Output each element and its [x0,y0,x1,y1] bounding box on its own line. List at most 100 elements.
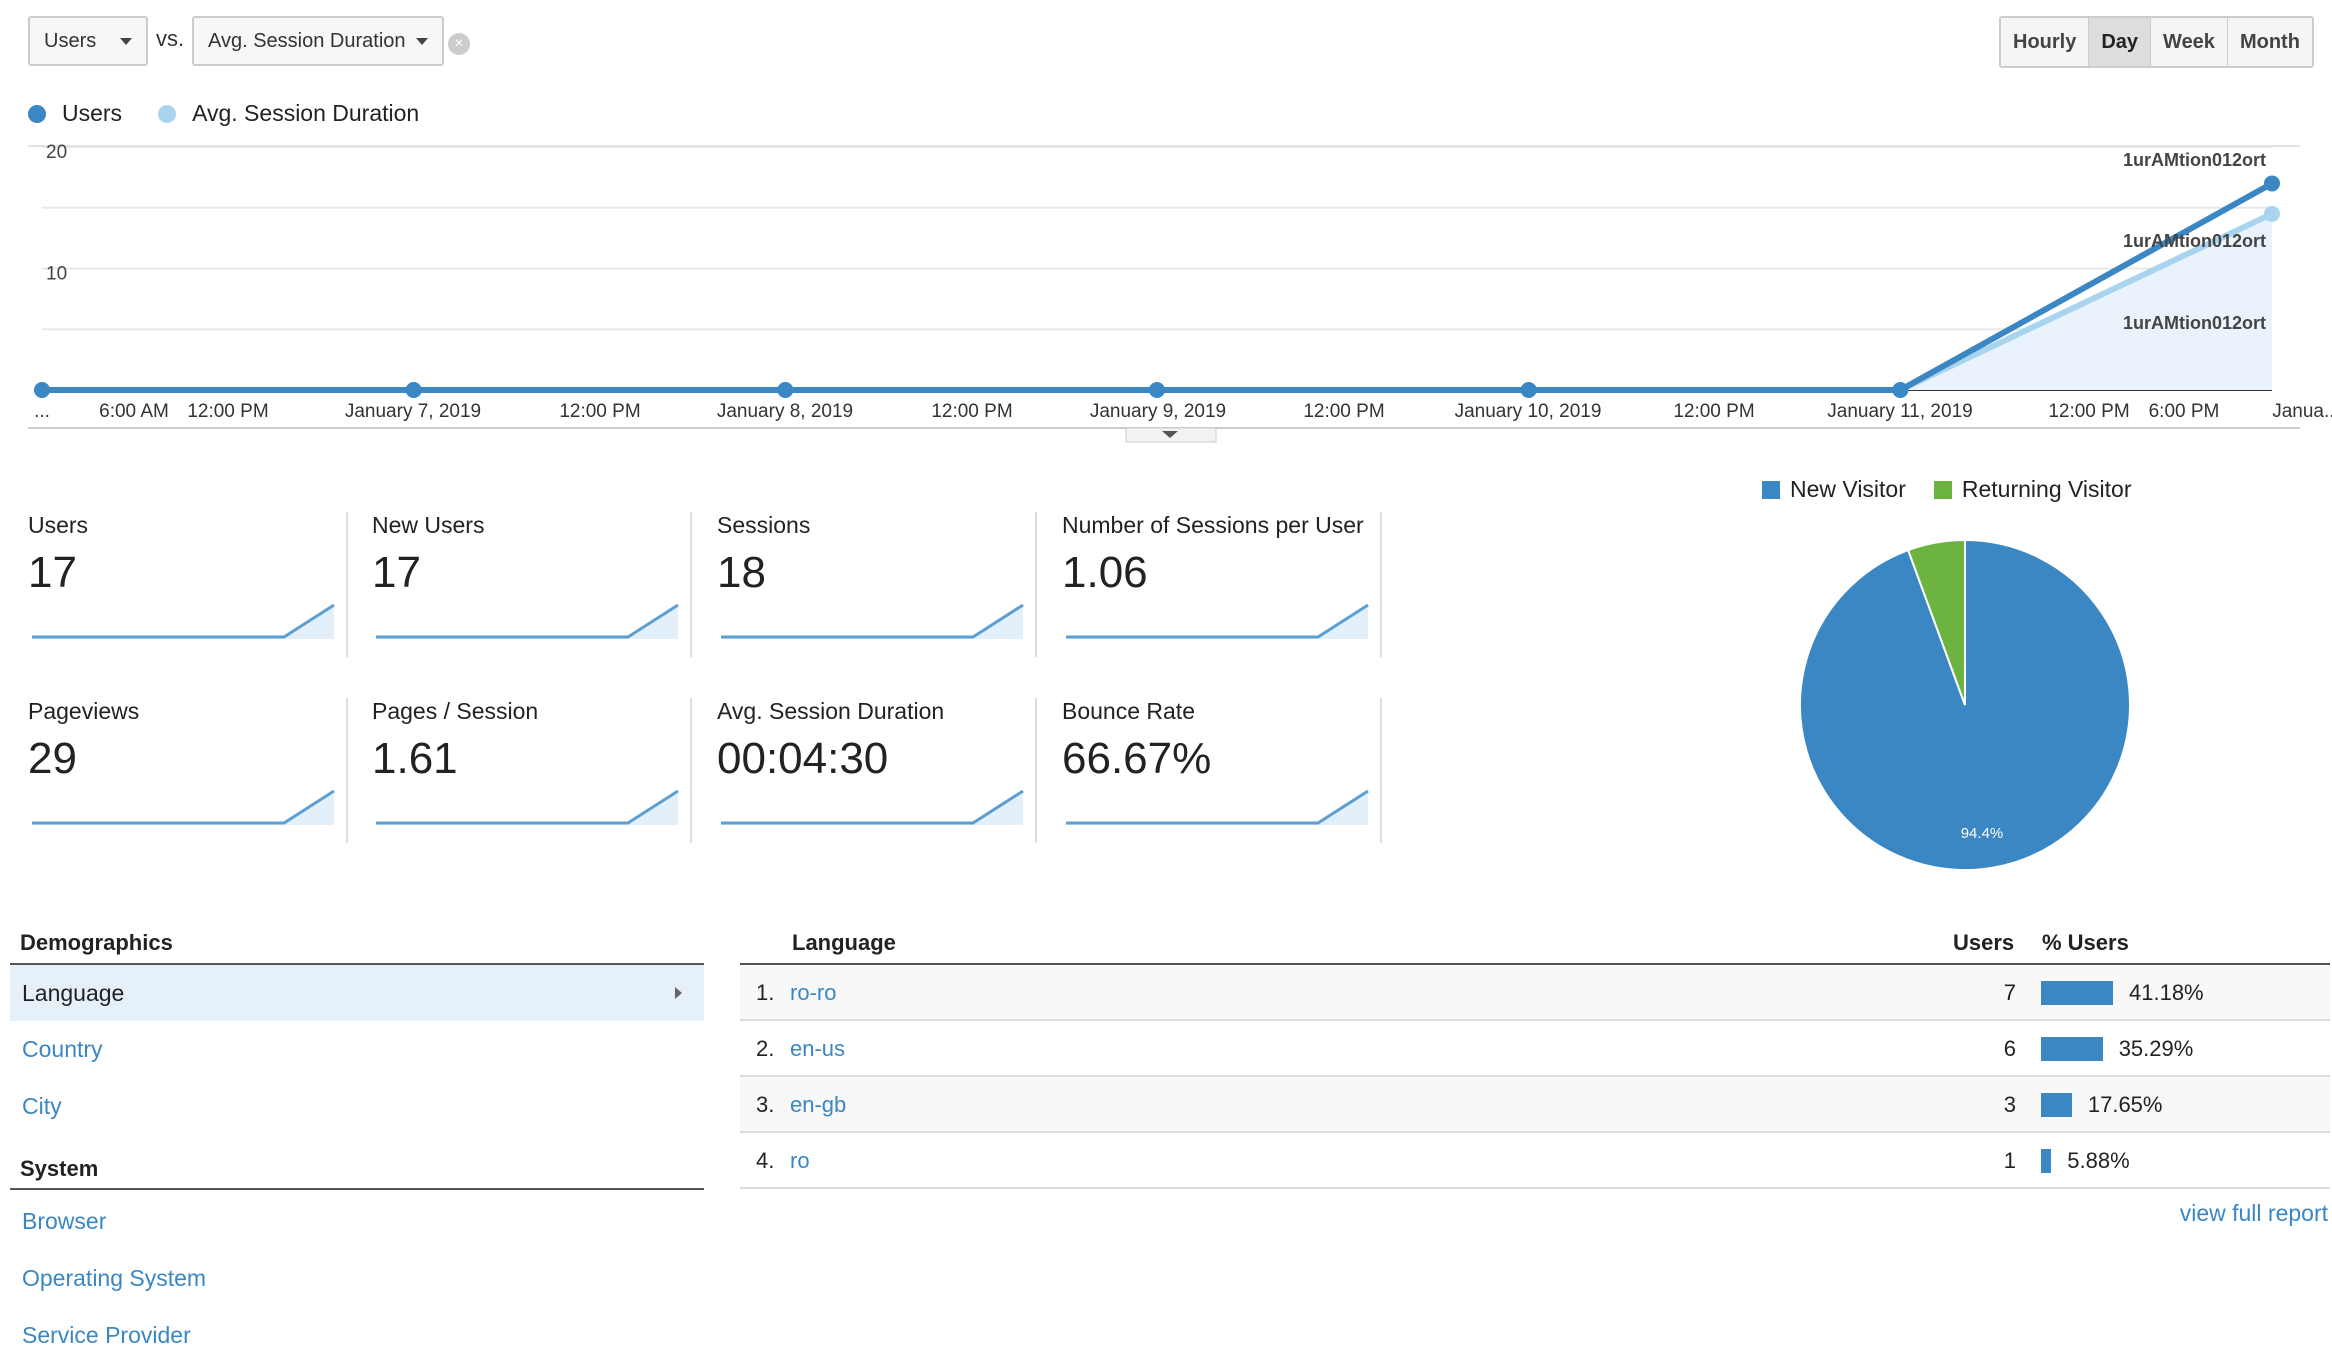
metric-select-primary-label: Users [44,29,97,52]
legend-label-avg-session-duration: Avg. Session Duration [192,100,420,126]
legend-label-users: Users [62,100,123,126]
metric-pages-per-session[interactable]: Pages / Session 1.61 [372,698,692,843]
pie-slice-returning-visitor [1906,538,1966,706]
data-point-users [1149,382,1165,398]
annotation-label: 1urAMtion012ort [2123,150,2266,170]
metric-value: 1.61 [372,734,458,783]
nav-item-city[interactable]: City [10,1078,704,1134]
nav-item-operating-system[interactable]: Operating System [10,1250,704,1306]
metric-new-users[interactable]: New Users 17 [372,512,692,657]
day-button[interactable]: Day [2089,18,2152,66]
divider [10,963,704,965]
column-header-language[interactable]: Language [792,930,896,955]
metric-select-secondary-label: Avg. Session Duration [208,29,406,52]
table-row: 3. en-gb 3 17.65% [740,1077,2330,1133]
row-index: 1. [756,980,775,1005]
metric-label: Pageviews [28,698,140,724]
sparkline-line [1066,603,1369,639]
divider [1380,698,1382,843]
metric-users[interactable]: Users 17 [28,512,348,657]
line-chart: 20 10 1urAMtion012ort 1urAMtion012ort 1urAMt… [28,142,2332,443]
pie-legend-new-visitor[interactable]: New Visitor [1762,476,1906,503]
hourly-button[interactable]: Hourly [2001,18,2090,66]
x-tick-label: 6:00 PM [2149,401,2220,422]
share-pct: 41.18% [2129,980,2204,1005]
metric-label: New Users [372,512,485,538]
pie-legend-returning-visitor[interactable]: Returning Visitor [1933,476,2132,503]
chevron-down-icon [1162,431,1178,438]
sparkline [32,789,335,825]
sparkline-area [32,791,334,825]
x-tick-label: January 9, 2019 [1090,401,1226,422]
metric-value: 18 [717,548,766,597]
x-tick-label: 12:00 PM [1673,401,1754,422]
chart-legend: Users Avg. Session Duration [28,100,455,127]
metric-label: Sessions [717,512,811,538]
week-button[interactable]: Week [2151,18,2228,66]
sparkline [721,603,1024,639]
chevron-down-icon [120,37,132,45]
divider [346,512,348,657]
nav-item-country[interactable]: Country [10,1021,704,1077]
nav-item-browser[interactable]: Browser [10,1193,704,1249]
granularity-toggle: Hourly Day Week Month [1999,16,2314,68]
data-point-avg-session-duration [2264,205,2280,222]
row-index: 3. [756,1092,775,1117]
sparkline [1066,789,1369,825]
legend-swatch [1933,480,1952,499]
annotation-label: 1urAMtion012ort [2123,313,2266,333]
pie-legend-label: Returning Visitor [1961,476,2132,502]
data-point-users [777,382,794,398]
y-tick-label: 20 [46,142,67,163]
metric-label: Users [28,512,89,538]
divider [10,1188,704,1190]
divider [346,698,348,843]
pie-chart: 94.4% [1799,538,2131,871]
metric-pageviews[interactable]: Pageviews 29 [28,698,348,843]
metric-select-secondary[interactable]: Avg. Session Duration [192,16,444,66]
x-tick-label: 12:00 PM [559,401,640,422]
sparkline-area [721,605,1023,639]
language-link[interactable]: ro [790,1148,810,1173]
metric-label: Number of Sessions per User [1062,512,1364,538]
close-circle-icon[interactable]: × [448,33,470,55]
metric-bounce-rate[interactable]: Bounce Rate 66.67% [1062,698,1382,843]
column-header-users[interactable]: Users [1953,930,2015,955]
metric-value: 1.06 [1062,548,1148,597]
row-index: 4. [756,1148,775,1173]
legend-dot-avg-session-duration [158,104,177,123]
metric-sessions-per-user[interactable]: Number of Sessions per User 1.06 [1062,512,1382,657]
nav-item-service-provider[interactable]: Service Provider [10,1307,704,1363]
view-full-report-link[interactable]: view full report [2179,1200,2328,1226]
language-link[interactable]: en-gb [790,1092,847,1117]
sparkline-line [1066,789,1369,825]
language-link[interactable]: en-us [790,1036,846,1061]
legend-item-avg-session-duration[interactable]: Avg. Session Duration [158,100,419,127]
metric-select-primary[interactable]: Users [28,16,148,66]
pie-legend-label: New Visitor [1790,476,1906,502]
users-count: 3 [2003,1092,2016,1117]
sparkline-line [721,789,1024,825]
share-pct: 35.29% [2118,1036,2194,1061]
sparkline-area [376,605,678,639]
month-button[interactable]: Month [2227,18,2312,66]
metric-avg-session-duration[interactable]: Avg. Session Duration 00:04:30 [717,698,1037,843]
metric-label: Avg. Session Duration [717,698,945,724]
nav-item-language[interactable]: Language [10,965,704,1021]
divider [690,698,692,843]
users-count: 1 [2003,1148,2016,1173]
sparkline [1066,603,1369,639]
nav-item-label: Language [22,979,125,1006]
users-count: 7 [2003,980,2016,1005]
x-tick-label: 12:00 PM [187,401,268,422]
metric-label: Bounce Rate [1062,698,1195,724]
metric-value: 17 [28,548,77,597]
legend-item-users[interactable]: Users [28,100,122,127]
data-point-users [34,382,50,398]
chevron-right-icon [675,987,682,999]
users-count: 6 [2003,1036,2016,1061]
metric-sessions[interactable]: Sessions 18 [717,512,1037,657]
language-link[interactable]: ro-ro [790,980,837,1005]
legend-swatch [1762,480,1780,499]
column-header-pct-users[interactable]: % Users [2042,930,2129,955]
